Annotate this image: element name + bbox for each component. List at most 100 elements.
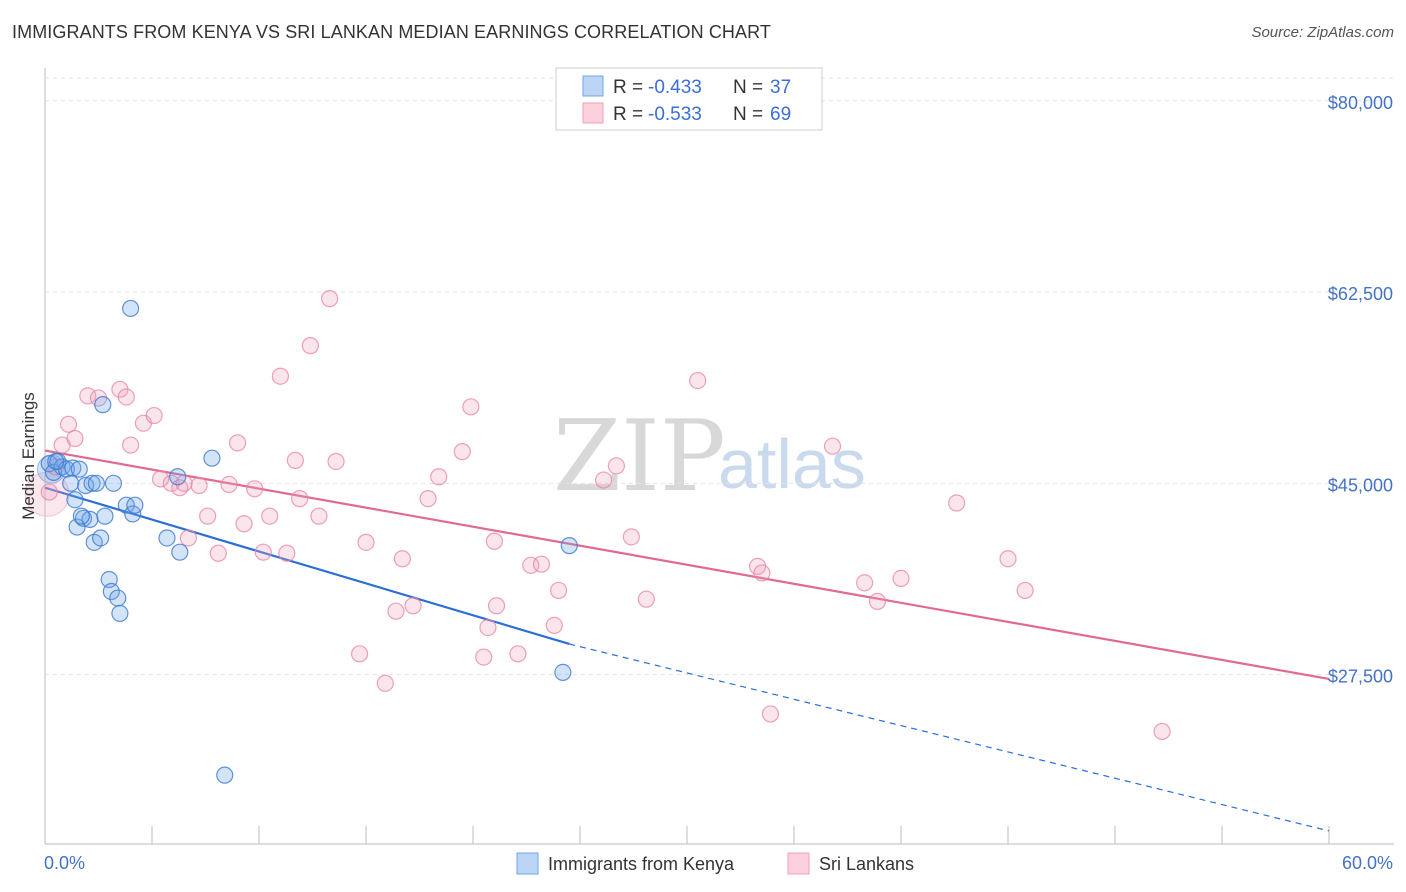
y-tick-label: $27,500: [1328, 667, 1393, 687]
point-srilanka: [868, 592, 887, 610]
bottom-legend-swatch-kenya: [516, 852, 539, 875]
point-srilanka: [607, 457, 625, 475]
bottom-legend: Immigrants from Kenya Sri Lankans: [516, 852, 914, 875]
point-srilanka: [246, 480, 264, 498]
legend-box: R = -0.433 N = 37 R = -0.533 N = 69: [555, 67, 823, 131]
legend-r-label-srilanka: R =: [613, 104, 643, 125]
watermark-atlas: atlas: [718, 425, 866, 503]
point-srilanka: [856, 574, 874, 592]
point-srilanka: [487, 597, 506, 615]
point-srilanka: [229, 434, 247, 452]
point-srilanka: [220, 475, 238, 494]
point-srilanka: [549, 581, 568, 600]
point-srilanka: [321, 290, 339, 308]
chart-source: Source: ZipAtlas.com: [1251, 24, 1394, 41]
point-kenya: [169, 468, 187, 486]
point-srilanka: [1153, 722, 1171, 741]
point-srilanka: [175, 474, 193, 492]
x-tick-label-min: 0.0%: [44, 853, 85, 873]
point-kenya: [158, 529, 176, 547]
point-srilanka: [291, 490, 309, 508]
point-srilanka: [509, 645, 527, 663]
point-kenya: [92, 529, 110, 547]
point-srilanka: [404, 597, 422, 615]
point-srilanka: [594, 471, 613, 489]
point-srilanka: [151, 470, 170, 488]
point-srilanka: [235, 515, 253, 533]
y-tick-label: $80,000: [1328, 93, 1393, 113]
point-kenya: [560, 537, 578, 555]
point-srilanka: [475, 648, 493, 666]
legend-swatch-kenya: [582, 75, 604, 97]
legend-n-value-kenya: 37: [770, 77, 791, 98]
point-srilanka: [162, 474, 180, 492]
trend-line-kenya-extension: [569, 643, 1330, 832]
point-kenya: [203, 449, 221, 467]
bottom-legend-swatch-srilanka: [787, 852, 810, 875]
point-srilanka: [419, 490, 437, 508]
watermark-zip: ZIP: [553, 400, 726, 514]
point-srilanka: [79, 387, 97, 405]
point-srilanka: [179, 529, 197, 547]
point-srilanka: [66, 429, 84, 448]
x-tick-label-max: 60.0%: [1342, 853, 1393, 873]
point-kenya: [122, 299, 140, 318]
point-kenya: [68, 518, 86, 536]
point-srilanka: [689, 371, 707, 390]
point-kenya: [96, 507, 114, 525]
point-kenya: [74, 509, 93, 527]
point-srilanka: [357, 533, 375, 551]
bottom-legend-label-srilanka: Sri Lankans: [819, 854, 914, 874]
point-kenya: [70, 460, 88, 478]
point-kenya: [216, 766, 234, 784]
trend-lines: [44, 449, 1330, 832]
trend-line-kenya: [44, 486, 570, 646]
point-kenya: [83, 474, 101, 492]
point-srilanka: [479, 618, 497, 637]
bottom-legend-label-kenya: Immigrants from Kenya: [548, 854, 735, 874]
x-tick-marks: [44, 826, 1330, 844]
chart-title: IMMIGRANTS FROM KENYA VS SRI LANKAN MEDI…: [12, 22, 772, 42]
point-kenya: [62, 474, 80, 492]
legend-r-label-kenya: R =: [613, 77, 643, 98]
y-tick-label: $62,500: [1328, 284, 1393, 304]
point-kenya: [77, 476, 95, 495]
point-srilanka: [310, 507, 328, 525]
point-srilanka: [117, 388, 135, 406]
data-points: [24, 290, 1171, 784]
point-srilanka: [485, 532, 503, 550]
point-srilanka: [761, 705, 780, 723]
point-srilanka: [278, 544, 296, 562]
point-kenya: [104, 474, 123, 492]
point-srilanka: [453, 443, 471, 461]
point-srilanka: [40, 483, 58, 501]
point-kenya: [171, 543, 189, 561]
point-srilanka: [122, 436, 140, 454]
point-srilanka: [462, 398, 480, 416]
point-srilanka: [190, 476, 208, 495]
point-srilanka: [545, 616, 563, 635]
point-srilanka: [301, 337, 319, 355]
point-srilanka: [199, 507, 217, 525]
point-srilanka: [254, 543, 272, 561]
y-axis-label: Median Earnings: [19, 392, 38, 520]
legend-swatch-srilanka: [582, 102, 604, 124]
point-srilanka: [637, 590, 655, 608]
point-srilanka: [532, 555, 551, 573]
point-srilanka: [1016, 581, 1034, 600]
point-kenya: [44, 463, 63, 481]
point-kenya: [87, 474, 105, 492]
y-tick-labels: $27,500 $45,000 $62,500 $80,000: [1328, 93, 1393, 687]
point-srilanka: [209, 544, 227, 562]
point-srilanka: [286, 451, 304, 469]
point-kenya: [94, 396, 112, 414]
point-srilanka: [387, 602, 405, 620]
point-kenya: [64, 459, 82, 477]
point-srilanka: [376, 674, 394, 692]
point-kenya: [47, 452, 65, 471]
point-kenya: [72, 507, 90, 525]
point-kenya: [111, 604, 129, 622]
point-srilanka: [393, 550, 411, 568]
point-srilanka: [261, 507, 279, 525]
